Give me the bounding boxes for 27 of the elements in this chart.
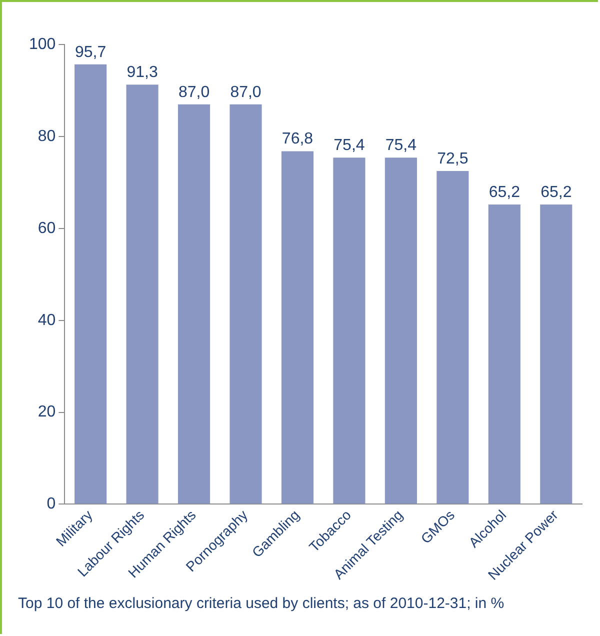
data-label: 72,5 bbox=[437, 150, 468, 168]
y-tick-label: 40 bbox=[38, 312, 56, 329]
y-tick-label: 0 bbox=[46, 496, 56, 513]
y-tick-label: 60 bbox=[38, 220, 56, 237]
y-tick-label: 80 bbox=[38, 128, 56, 145]
bar bbox=[281, 151, 314, 504]
data-label: 91,3 bbox=[126, 64, 158, 81]
data-label: 75,4 bbox=[385, 137, 417, 154]
y-tick-label: 100 bbox=[28, 36, 56, 54]
data-label: 76,8 bbox=[282, 130, 314, 148]
text: Top 10 of the exclusionary criteria used by clients; as of 2010-12-31; in % bbox=[18, 594, 506, 614]
bar bbox=[333, 158, 366, 504]
data-label: 75,4 bbox=[334, 137, 365, 154]
bar bbox=[384, 158, 417, 504]
data-label: 87,0 bbox=[230, 84, 262, 101]
bar bbox=[126, 84, 158, 504]
bar bbox=[436, 170, 469, 504]
data-label: 65,2 bbox=[488, 184, 520, 201]
bar bbox=[230, 104, 262, 504]
data-label: 87,0 bbox=[178, 84, 210, 101]
bar bbox=[540, 204, 572, 504]
bar bbox=[488, 204, 520, 504]
bar bbox=[74, 64, 107, 504]
data-label: 95,7 bbox=[74, 44, 106, 61]
data-label: 65,2 bbox=[540, 184, 572, 201]
y-tick-label: 20 bbox=[38, 404, 56, 421]
bar bbox=[178, 104, 210, 504]
